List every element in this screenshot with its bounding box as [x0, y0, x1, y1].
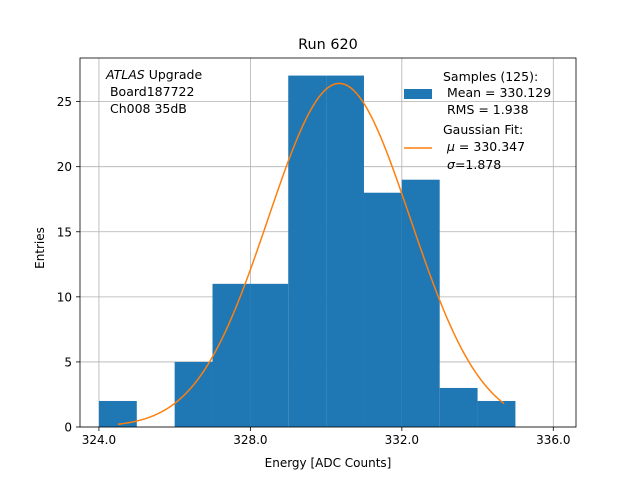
- axis-ticks: 324.0 328.0 332.0 336.0 0 5 10 15 20 25: [57, 95, 571, 447]
- y-axis-label: Entries: [33, 227, 47, 269]
- histogram-bar: [98, 400, 137, 427]
- legend-samples-title: Samples (125):: [443, 69, 538, 84]
- legend-fit-mu-symbol: μ: [446, 139, 455, 154]
- svg-text:ATLAS Upgrade: ATLAS Upgrade: [105, 67, 202, 82]
- histogram-bar: [401, 179, 440, 427]
- y-tick-label: 10: [57, 290, 72, 304]
- histogram-bar: [250, 283, 289, 427]
- gaussian-fit-curve: [117, 82, 505, 426]
- x-tick-label: 336.0: [536, 433, 570, 447]
- axes-frame: [79, 57, 577, 428]
- histogram-bar: [439, 387, 478, 427]
- y-tick-label: 0: [64, 421, 72, 435]
- histogram-bar: [326, 75, 364, 428]
- legend-samples-rms: RMS = 1.938: [443, 102, 529, 117]
- chart-title: Run 620: [298, 37, 358, 53]
- annotation-board: Board187722: [106, 84, 194, 99]
- x-tick-label: 324.0: [82, 433, 116, 447]
- histogram-bars: [98, 75, 516, 428]
- annotation-italic: ATLAS: [105, 67, 145, 82]
- atlas-annotation: ATLAS Upgrade Board187722 Ch008 35dB: [105, 67, 202, 116]
- legend-fit-sigma-symbol: σ: [447, 157, 456, 172]
- histogram-bar: [174, 361, 213, 427]
- histogram-bar: [212, 283, 251, 427]
- y-tick-label: 25: [57, 95, 72, 109]
- x-tick-label: 332.0: [385, 433, 419, 447]
- x-tick-label: 328.0: [233, 433, 267, 447]
- legend-samples-swatch: [404, 89, 432, 99]
- svg-text:σ=1.878: σ=1.878: [447, 157, 501, 172]
- legend-fit-title: Gaussian Fit:: [443, 122, 523, 137]
- legend: Samples (125): Mean = 330.129 RMS = 1.93…: [404, 69, 551, 172]
- legend-fit-sigma-value: =1.878: [455, 157, 501, 172]
- annotation-rest: Upgrade: [145, 67, 203, 82]
- histogram-bar: [288, 75, 327, 428]
- svg-text:μ = 330.347: μ = 330.347: [446, 139, 525, 154]
- histogram-bar: [363, 192, 402, 427]
- y-tick-label: 20: [57, 160, 72, 174]
- annotation-channel: Ch008 35dB: [106, 101, 187, 116]
- x-axis-label: Energy [ADC Counts]: [265, 456, 392, 470]
- y-tick-label: 5: [64, 355, 72, 369]
- y-tick-label: 15: [57, 225, 72, 239]
- legend-samples-mean: Mean = 330.129: [443, 85, 551, 100]
- legend-fit-mu-value: = 330.347: [455, 139, 525, 154]
- histogram-bar: [477, 400, 516, 427]
